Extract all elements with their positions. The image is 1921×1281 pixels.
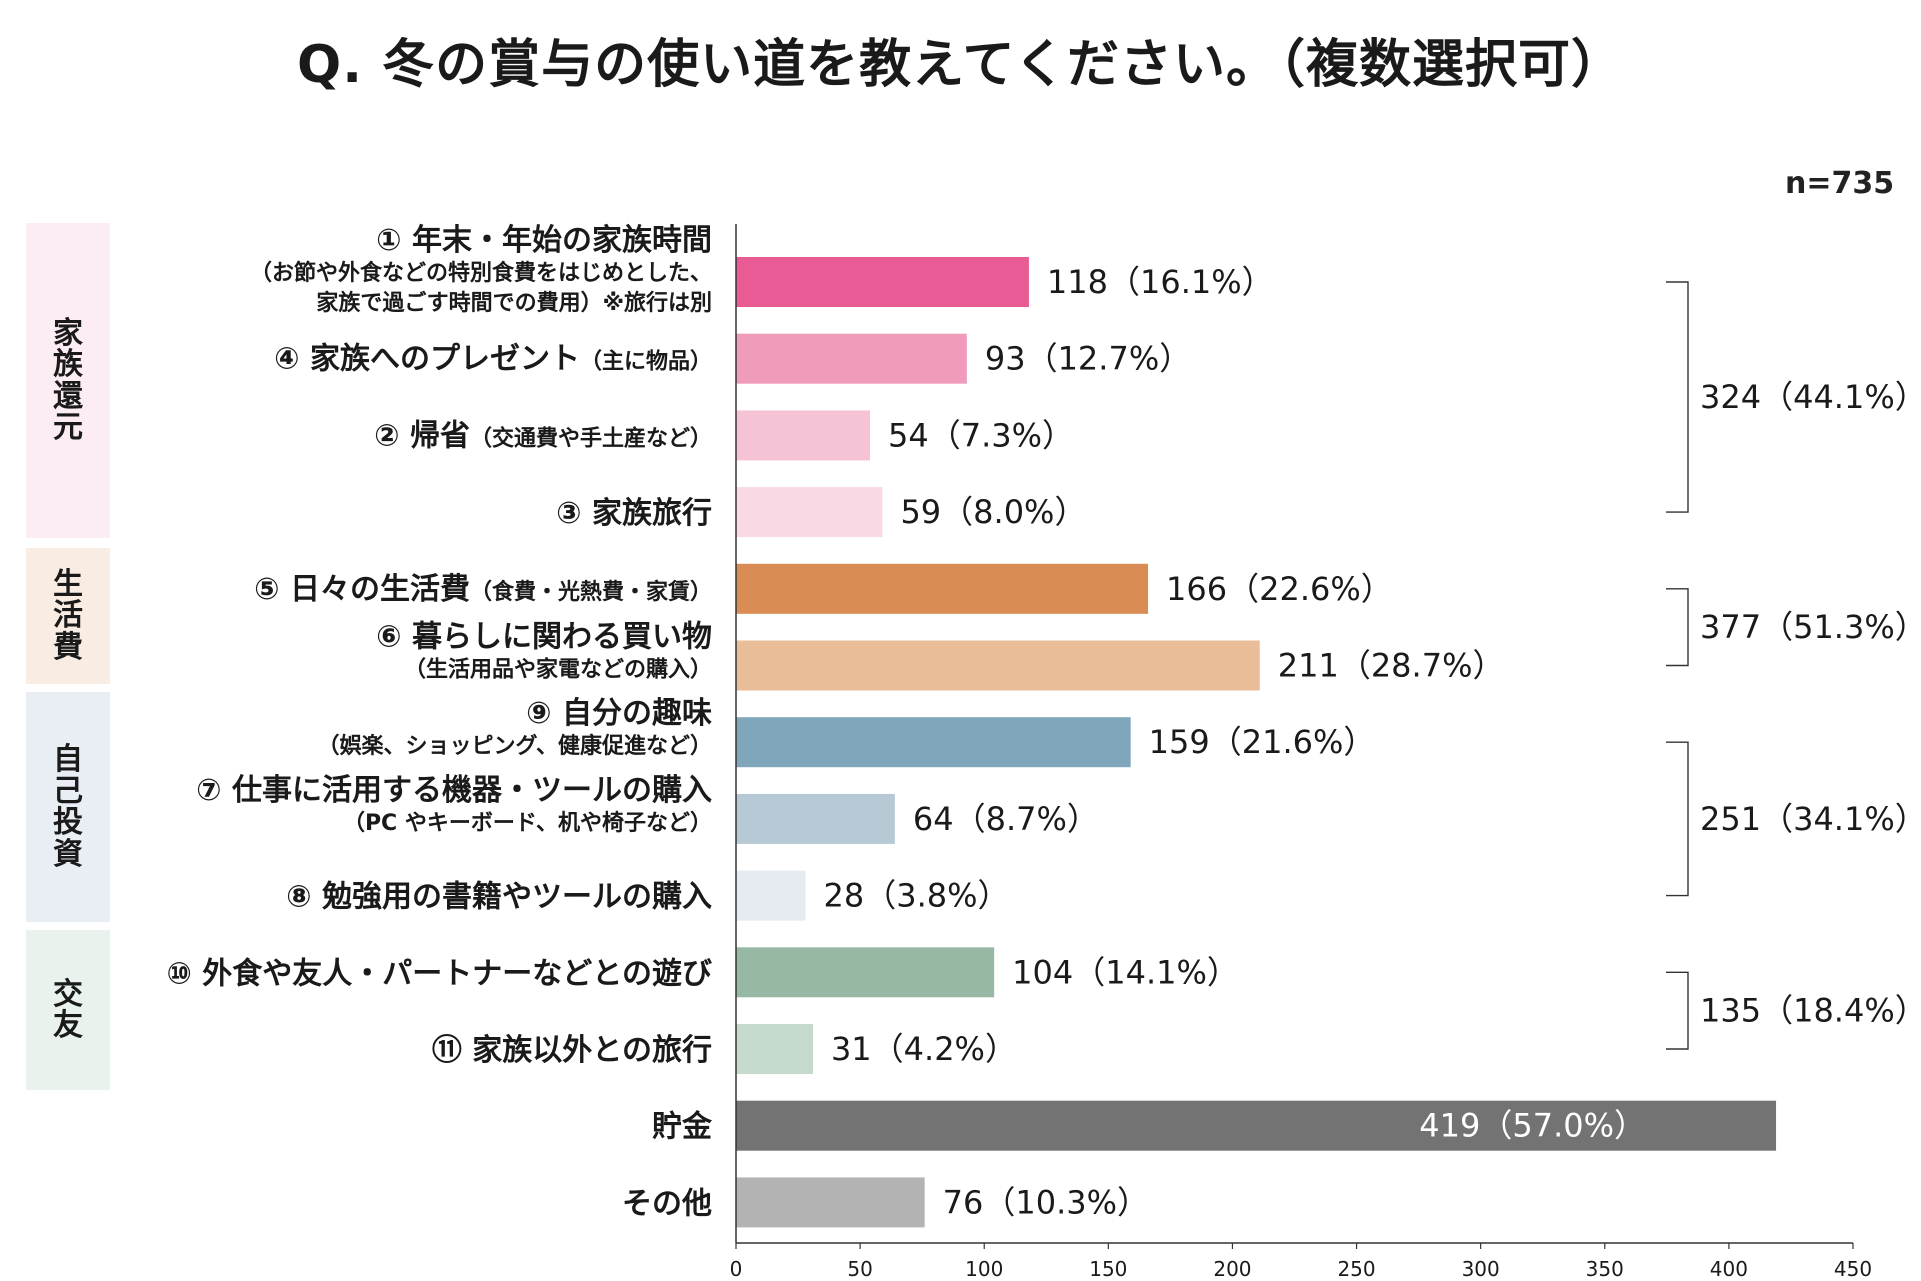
bar: [736, 563, 1149, 614]
bar: [736, 410, 871, 461]
bar: [736, 257, 1029, 307]
bar: [736, 487, 883, 538]
x-tick-label: 400: [1710, 1257, 1748, 1281]
x-tick-label: 350: [1586, 1257, 1624, 1281]
bar: [736, 1024, 813, 1074]
bar: [736, 793, 895, 844]
x-tick-label: 0: [730, 1257, 743, 1281]
category-label: ⑧ 勉強用の書籍やツールの購入: [286, 880, 712, 915]
bar-value-label: 159（21.6%）: [1149, 723, 1376, 761]
x-tick-label: 50: [847, 1257, 872, 1281]
bar-value-label: 54（7.3%）: [888, 416, 1074, 454]
category-label: その他: [622, 1186, 712, 1221]
category-sublabel: （お節や外食などの特別食費をはじめとした、: [250, 260, 712, 286]
group-bracket: [1666, 741, 1689, 897]
x-tick-label: 200: [1213, 1257, 1251, 1281]
group-bracket: [1666, 281, 1689, 513]
x-tick-label: 100: [965, 1257, 1003, 1281]
bar-value-label: 419（57.0%）: [1419, 1107, 1646, 1145]
group-label-social: 交 友: [53, 976, 83, 1043]
bar-value-label: 104（14.1%）: [1012, 953, 1239, 991]
category-label: ② 帰省（交通費や手土産など）: [374, 418, 712, 453]
group-band-self-investment: [26, 692, 110, 922]
bar-value-label: 59（8.0%）: [900, 493, 1086, 531]
category-sublabel: （娯楽、ショッピング、健康促進など）: [318, 733, 712, 759]
bar: [736, 640, 1260, 691]
x-tick-label: 300: [1462, 1257, 1500, 1281]
category-label: ⑩ 外食や友人・パートナーなどとの遊び: [166, 956, 712, 991]
bar: [736, 1177, 925, 1228]
bar: [736, 947, 995, 998]
category-label: ④ 家族へのプレゼント（主に物品）: [274, 342, 712, 377]
group-total-label: 135（18.4%）: [1700, 992, 1921, 1030]
category-label: ⑥ 暮らしに関わる買い物: [376, 620, 712, 655]
bar: [736, 1100, 1777, 1151]
x-tick-label: 150: [1089, 1257, 1127, 1281]
bar-value-label: 31（4.2%）: [831, 1030, 1017, 1068]
bar-value-label: 76（10.3%）: [943, 1183, 1149, 1221]
group-label-self-investment: 自 己 投 資: [53, 742, 83, 872]
category-label: ⑦ 仕事に活用する機器・ツールの購入: [196, 773, 712, 808]
category-label: ⑤ 日々の生活費（食費・光熱費・家賃）: [254, 572, 712, 607]
group-band-living: [26, 548, 110, 684]
bar-value-label: 211（28.7%）: [1278, 647, 1505, 685]
category-sublabel: （PC やキーボード、机や椅子など）: [343, 811, 712, 836]
group-label-family: 家 族 還 元: [53, 315, 83, 445]
bar: [736, 717, 1131, 768]
bar-value-label: 64（8.7%）: [913, 800, 1099, 838]
category-label: ① 年末・年始の家族時間: [376, 223, 712, 258]
category-label: ⑪ 家族以外との旅行: [432, 1033, 712, 1068]
sample-size-label: n=735: [1785, 166, 1895, 201]
group-band-family: [26, 223, 110, 538]
group-bracket: [1666, 588, 1689, 667]
x-tick-label: 250: [1337, 1257, 1375, 1281]
group-total-label: 251（34.1%）: [1700, 800, 1921, 838]
bar-value-label: 93（12.7%）: [985, 340, 1191, 378]
x-tick-label: 450: [1834, 1257, 1872, 1281]
bar: [736, 333, 967, 384]
category-label: ⑨ 自分の趣味: [526, 696, 712, 731]
bar: [736, 870, 806, 921]
group-label-living: 生 活 費: [53, 566, 83, 665]
bar-value-label: 118（16.1%）: [1047, 263, 1274, 301]
bar-value-label: 166（22.6%）: [1166, 570, 1393, 608]
bar-value-label: 28（3.8%）: [824, 877, 1010, 915]
group-total-label: 324（44.1%）: [1700, 378, 1921, 416]
category-sublabel: （生活用品や家電などの購入）: [404, 657, 712, 683]
category-sublabel: 家族で過ごす時間での費用）※旅行は別: [316, 290, 712, 316]
group-total-label: 377（51.3%）: [1700, 608, 1921, 646]
group-band-social: [26, 930, 110, 1090]
chart-title: Q. 冬の賞与の使い道を教えてください。（複数選択可）: [297, 35, 1624, 95]
group-bracket: [1666, 971, 1689, 1050]
category-label: ③ 家族旅行: [556, 496, 712, 531]
category-label: 貯金: [652, 1110, 713, 1145]
